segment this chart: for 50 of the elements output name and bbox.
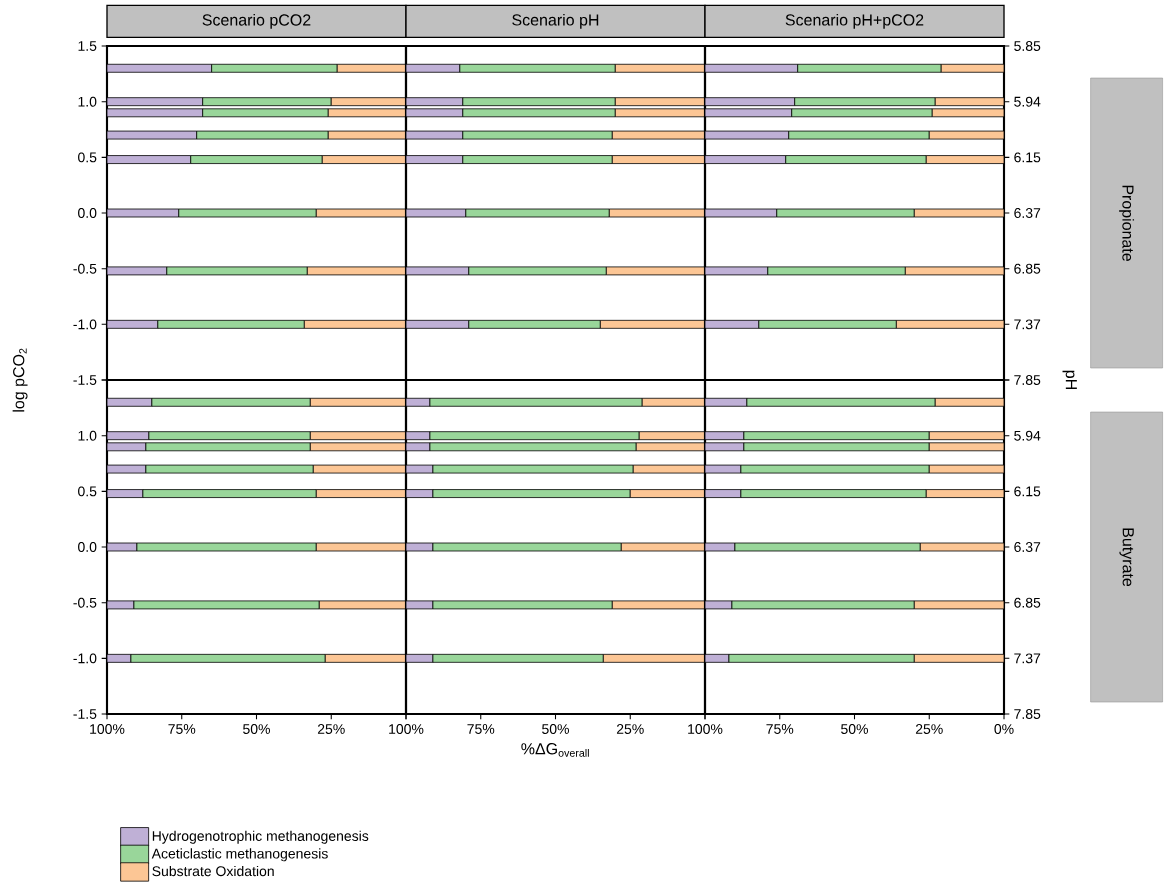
text: 6.15 (1014, 486, 1041, 497)
text: 6.37 (1014, 207, 1041, 218)
y-tick-label: -0.5 (73, 597, 97, 608)
x-tick-label: 25% (616, 723, 644, 734)
text: 5.94 (1014, 430, 1041, 441)
y-tick-label: 0.5 (78, 486, 97, 497)
x-tick-label: 25% (317, 723, 345, 734)
y-tick-label: 1.0 (78, 96, 97, 107)
y2-axis-title: pH (1062, 370, 1077, 389)
text: 7.85 (1014, 374, 1041, 385)
y-tick-label: 1.5 (78, 41, 97, 51)
y-tick-label: -1.5 (73, 709, 97, 719)
y-tick-label: -1.0 (73, 319, 97, 330)
x-tick-label: 50% (542, 723, 569, 734)
text: 7.37 (1014, 653, 1041, 664)
x-tick-label: 50% (841, 723, 868, 734)
text: Butyrate (1119, 528, 1134, 586)
y-tick-label: 0.0 (78, 541, 97, 552)
text: 6.37 (1014, 541, 1041, 552)
x-tick-label: 0% (994, 723, 1014, 734)
text: Propionate (1119, 185, 1135, 261)
text: 5.85 (1014, 40, 1041, 51)
x-tick-label: 75% (467, 723, 495, 734)
y-axis-title: log pCO$_{2}$ (12, 348, 28, 412)
x-tick-label: 100% (90, 723, 125, 734)
y-tick-label: -1.0 (73, 653, 97, 664)
y-tick-label: -0.5 (73, 263, 97, 274)
chart-title: Scenario pH (512, 13, 599, 29)
text: 6.85 (1014, 263, 1041, 274)
legend-label: Substrate Oxidation (152, 865, 274, 877)
x-tick-label: 50% (243, 723, 270, 734)
x-tick-label: 75% (168, 723, 196, 734)
text: 7.37 (1014, 319, 1041, 330)
y-tick-label: 0.0 (78, 207, 97, 218)
x-tick-label: 25% (915, 723, 943, 734)
y-tick-label: 1.0 (78, 430, 97, 441)
y-tick-label: 0.5 (78, 152, 97, 163)
y-tick-label: -1.5 (73, 375, 97, 385)
x-tick-label: 100% (688, 723, 723, 734)
legend-label: Aceticlastic methanogenesis (151, 848, 328, 862)
text: 7.85 (1014, 708, 1041, 719)
chart-title: Scenario pH+pCO2 (785, 13, 924, 29)
chart-title: Scenario pCO2 (202, 13, 311, 29)
x-tick-label: 100% (389, 723, 424, 734)
text: 5.94 (1014, 96, 1041, 107)
legend-label: Hydrogenotrophic methanogenesis (152, 830, 369, 844)
x-tick-label: 75% (766, 723, 794, 734)
text: 6.85 (1014, 597, 1041, 608)
text: 6.15 (1014, 152, 1041, 163)
x-axis-title: %ΔG$_{overall}$ (521, 743, 589, 757)
